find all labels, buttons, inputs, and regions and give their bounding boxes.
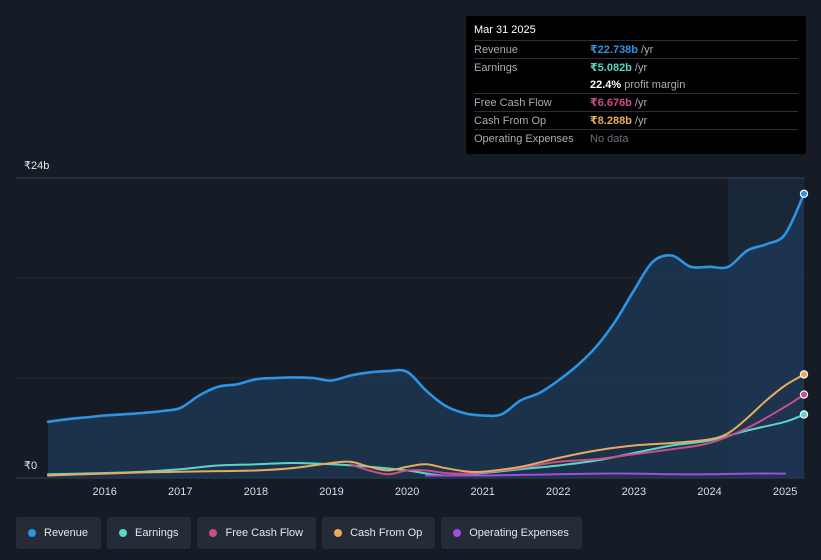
opex-line — [425, 472, 787, 477]
x-tick-label: 2019 — [319, 486, 343, 498]
tooltip-row: Revenue ₹22.738b/yr — [474, 40, 798, 58]
x-tick-label: 2024 — [697, 486, 721, 498]
legend-dot — [334, 529, 343, 537]
legend-label: Free Cash Flow — [225, 527, 304, 539]
legend-item-earnings[interactable]: Earnings — [107, 517, 192, 549]
tooltip-row: Operating Expenses No data — [474, 129, 798, 147]
revenue-line — [46, 192, 806, 424]
revenue-area — [48, 193, 804, 479]
tooltip-row-label: Earnings — [474, 61, 518, 74]
tooltip-date: Mar 31 2025 — [474, 24, 536, 36]
legend-dot — [28, 529, 36, 537]
legend-label: Earnings — [135, 527, 179, 539]
legend: Revenue Earnings Free Cash Flow Cash From O… — [16, 517, 582, 549]
tooltip-row-value: ₹22.738b — [590, 44, 639, 56]
legend-item-operating-expenses[interactable]: Operating Expenses — [441, 517, 582, 549]
tooltip-row-unit: /yr — [641, 43, 654, 56]
tooltip-row-unit: /yr — [634, 96, 648, 109]
legend-dot — [209, 529, 218, 537]
legend-item-revenue[interactable]: Revenue — [16, 517, 102, 549]
tooltip-row-value: ₹5.082b — [590, 62, 632, 74]
tooltip-row-label: Revenue — [474, 43, 519, 56]
fcf-line — [349, 393, 805, 476]
cfo-end-point — [799, 370, 809, 379]
earnings-end-point — [799, 410, 809, 419]
tooltip-row-unit: /yr — [634, 114, 648, 127]
tooltip-row-value: ₹6.676b — [590, 97, 632, 109]
legend-label: Operating Expenses — [469, 527, 569, 539]
y-axis-max-label: ₹24b — [24, 160, 50, 172]
x-tick-label: 2018 — [244, 486, 268, 498]
legend-dot — [119, 529, 128, 537]
tooltip-panel: Mar 31 2025 Revenue ₹22.738b/yr Earnings ₹5… — [466, 16, 806, 154]
fcf-end-point — [799, 390, 809, 399]
tooltip-row-label: Operating Expenses — [474, 132, 574, 145]
tooltip-row: 22.4% profit margin — [474, 76, 798, 93]
x-tick-label: 2022 — [546, 486, 570, 498]
chart-canvas: 2016 2017 2018 2019 2020 2021 2022 2023 2024 2025 — [16, 177, 809, 498]
x-tick-label: 2021 — [470, 486, 494, 498]
tooltip-row-unit: No data — [590, 132, 629, 145]
tooltip-row-unit: profit margin — [624, 78, 686, 91]
legend-item-cash-from-op[interactable]: Cash From Op — [322, 517, 436, 549]
tooltip-row-label: Cash From Op — [474, 114, 547, 127]
tooltip-row-value: 22.4% — [590, 78, 622, 91]
x-tick-label: 2017 — [168, 486, 192, 498]
x-tick-label: 2016 — [92, 486, 116, 498]
tooltip-row-unit: /yr — [634, 61, 648, 74]
revenue-end-point — [799, 189, 809, 198]
cfo-line — [47, 373, 805, 477]
tooltip-row-value: ₹8.288b — [590, 115, 632, 127]
x-tick-label: 2023 — [622, 486, 646, 498]
legend-label: Cash From Op — [350, 527, 423, 539]
tooltip-row: Cash From Op ₹8.288b/yr — [474, 111, 798, 129]
tooltip-rows: Revenue ₹22.738b/yr Earnings ₹5.082b/yr 22.4… — [474, 40, 798, 147]
legend-dot — [453, 529, 462, 537]
legend-item-free-cash-flow[interactable]: Free Cash Flow — [197, 517, 317, 549]
x-tick-label: 2020 — [395, 486, 419, 498]
tooltip-row-label: Free Cash Flow — [474, 96, 552, 109]
y-axis-min-label: ₹0 — [24, 460, 38, 472]
legend-label: Revenue — [44, 527, 89, 539]
tooltip-row: Earnings ₹5.082b/yr — [474, 58, 798, 76]
x-tick-label: 2025 — [773, 486, 797, 498]
tooltip-row: Free Cash Flow ₹6.676b/yr — [474, 93, 798, 111]
